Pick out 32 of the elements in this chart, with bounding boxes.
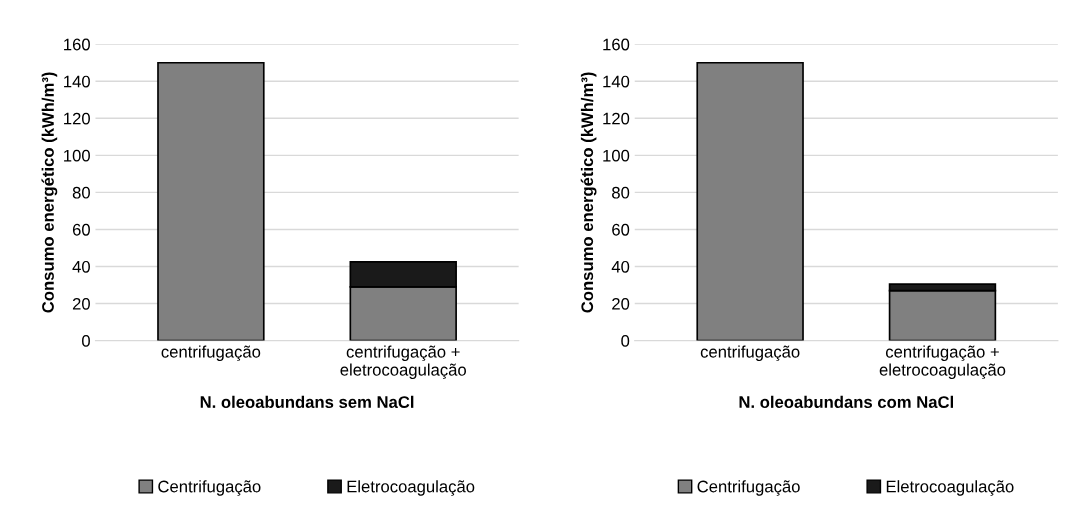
y-tick-label: 40 — [611, 260, 630, 273]
legend-label: Eletrocoagulação — [886, 480, 1014, 496]
bar — [157, 61, 265, 341]
y-tick-label: 120 — [603, 112, 630, 125]
y-tick-label: 80 — [72, 186, 90, 199]
y-tick-label: 0 — [621, 335, 630, 347]
legend-label: Eletrocoagulação — [347, 480, 475, 496]
y-tick-label: 20 — [72, 297, 90, 310]
y-tick-label: 40 — [72, 260, 90, 273]
y-tick-label: 80 — [612, 186, 630, 199]
y-tick-label: 120 — [64, 112, 90, 125]
y-tick-label: 160 — [64, 38, 90, 51]
y-tick-label: 60 — [72, 223, 90, 236]
x-axis-title: N. oleoabundans com NaCl — [739, 395, 954, 408]
y-tick-label: 140 — [64, 75, 90, 88]
y-tick-label: 100 — [603, 149, 630, 162]
legend-label: Centrifugação — [158, 480, 261, 496]
y-axis-title: Consumo energético (kWh/m³) — [580, 72, 597, 313]
y-tick-label: 160 — [603, 38, 630, 51]
x-tick-label: centrifugação + eletrocoagulação — [340, 345, 466, 380]
y-tick-label: 60 — [612, 223, 630, 236]
bar — [696, 61, 804, 341]
x-tick-label: centrifugação + eletrocoagulação — [879, 345, 1006, 380]
x-tick-label: centrifugação — [161, 345, 261, 362]
y-tick-label: 100 — [64, 149, 90, 162]
y-tick-label: 140 — [603, 75, 630, 88]
y-axis-title: Consumo energético (kWh/m³) — [41, 72, 58, 313]
x-tick-label: centrifugação — [700, 345, 800, 362]
y-tick-label: 20 — [612, 297, 630, 310]
legend-label: Centrifugação — [697, 480, 800, 496]
x-axis-title: N. oleoabundans sem NaCl — [200, 395, 414, 408]
y-tick-label: 0 — [82, 335, 90, 347]
